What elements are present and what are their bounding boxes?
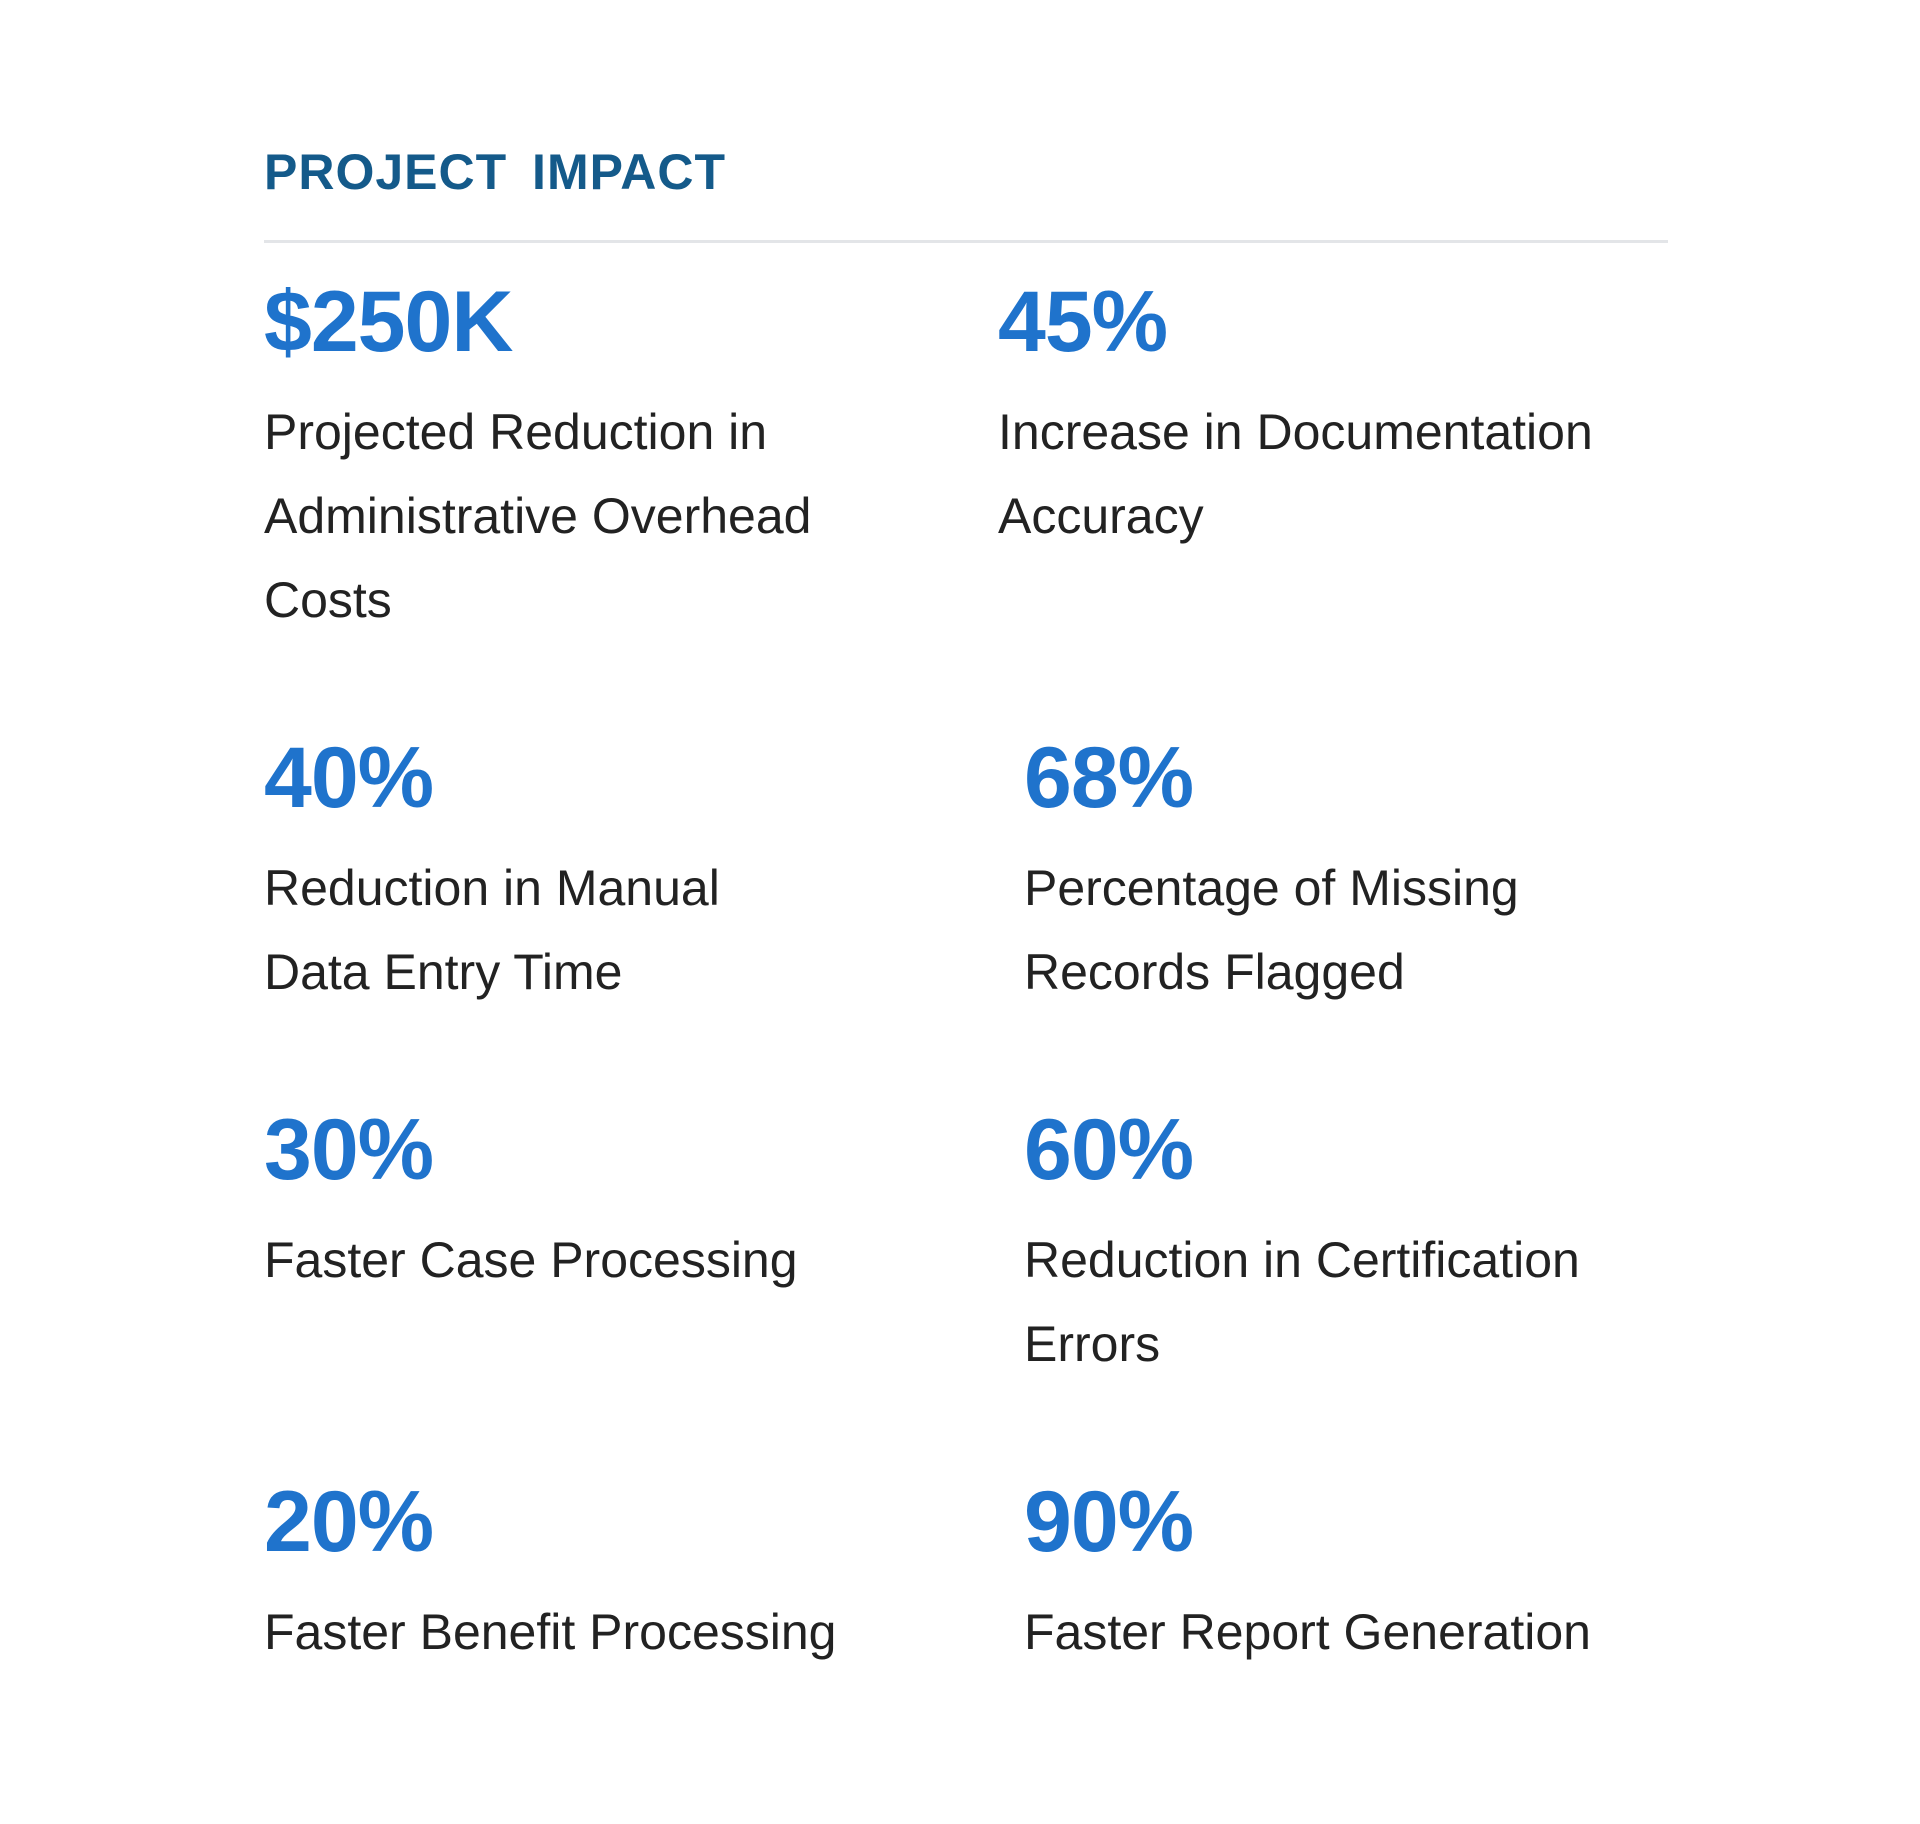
section-divider [264, 240, 1668, 243]
section-title: PROJECT IMPACT [264, 144, 726, 200]
stat-label: Percentage of Missing Records Flagged [1024, 860, 1519, 1000]
stat-certification-errors: 60% Reduction in Certification Errors [1024, 1100, 1644, 1386]
stat-value: 45% [998, 274, 1168, 370]
stat-documentation-accuracy: 45% Increase in Documentation Accuracy [998, 272, 1618, 558]
stat-label: Faster Report Generation [1024, 1604, 1591, 1660]
stat-value: 20% [264, 1474, 434, 1570]
stat-value: 60% [1024, 1102, 1194, 1198]
stat-benefit-processing: 20% Faster Benefit Processing [264, 1472, 884, 1674]
stat-value: $250K [264, 274, 513, 370]
stat-label: Faster Case Processing [264, 1232, 798, 1288]
stat-label: Increase in Documentation Accuracy [998, 404, 1593, 544]
project-impact-section: PROJECT IMPACT $250K Projected Reduction… [264, 140, 1668, 1660]
stat-label: Faster Benefit Processing [264, 1604, 837, 1660]
stat-label: Reduction in Manual Data Entry Time [264, 860, 720, 1000]
stat-label: Projected Reduction in Administrative Ov… [264, 404, 812, 628]
stat-manual-data-entry: 40% Reduction in Manual Data Entry Time [264, 728, 884, 1014]
stat-report-generation: 90% Faster Report Generation [1024, 1472, 1644, 1674]
stat-case-processing: 30% Faster Case Processing [264, 1100, 884, 1302]
stat-label: Reduction in Certification Errors [1024, 1232, 1580, 1372]
stat-value: 40% [264, 730, 434, 826]
stat-value: 68% [1024, 730, 1194, 826]
stat-value: 90% [1024, 1474, 1194, 1570]
stat-admin-overhead: $250K Projected Reduction in Administrat… [264, 272, 884, 642]
stat-missing-records: 68% Percentage of Missing Records Flagge… [1024, 728, 1644, 1014]
stat-value: 30% [264, 1102, 434, 1198]
